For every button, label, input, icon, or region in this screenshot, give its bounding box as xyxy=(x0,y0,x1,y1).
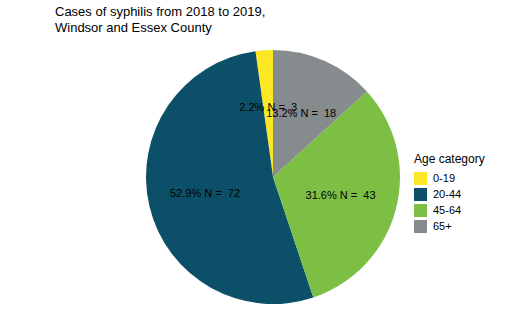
html-text:0-19: 0-19 xyxy=(433,172,455,184)
html-text:45-64: 45-64 xyxy=(433,204,462,216)
svg-text:52.9% N = 72: 52.9% N = 72 xyxy=(170,187,240,199)
svg-text:13.2% N = 18: 13.2% N = 18 xyxy=(266,107,336,119)
html-text:Cases of syphilis from 2018 to: Cases of syphilis from 2018 to 2019, xyxy=(55,4,266,19)
svg-text:31.6% N = 43: 31.6% N = 43 xyxy=(306,189,376,201)
html-text:20-44: 20-44 xyxy=(433,188,462,200)
html-text:65+: 65+ xyxy=(433,220,452,232)
html-text:Age category: Age category xyxy=(414,152,485,166)
html-text:Windsor and Essex County: Windsor and Essex County xyxy=(55,20,212,35)
